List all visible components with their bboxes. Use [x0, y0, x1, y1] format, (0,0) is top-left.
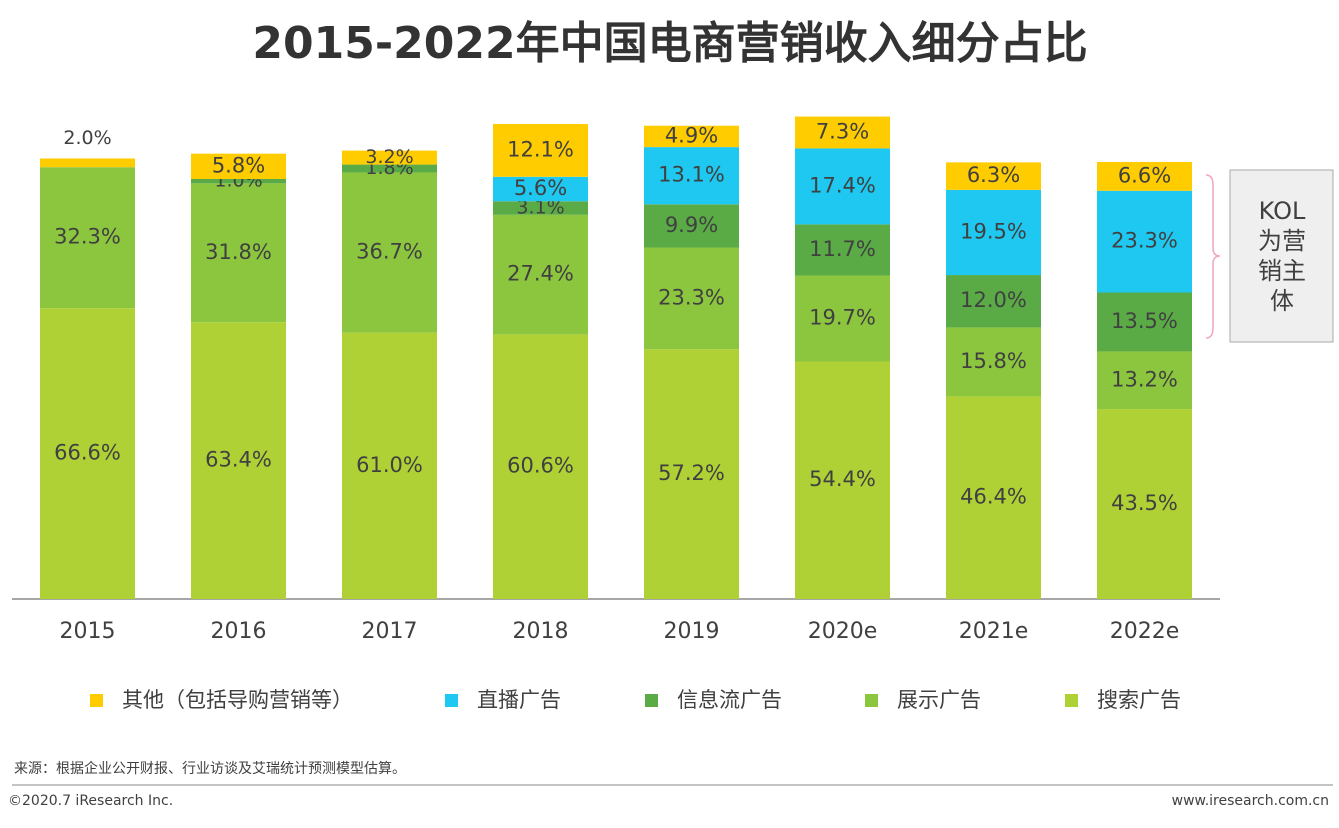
bar-segment — [342, 150, 437, 165]
bar-segment — [342, 332, 437, 599]
bar-segment — [493, 214, 588, 335]
x-tick-label: 2022e — [1110, 619, 1180, 644]
bar-segment — [946, 162, 1041, 190]
data-label: 63.4% — [205, 448, 272, 472]
data-label: 46.4% — [960, 485, 1027, 509]
bar-segment — [493, 176, 588, 202]
bar-segment — [795, 275, 890, 362]
bar-segment — [40, 158, 135, 168]
bar-segment — [644, 349, 739, 599]
legend-label: 搜索广告 — [1097, 688, 1181, 712]
source: 来源：根据企业公开财报、行业访谈及艾瑞统计预测模型估算。 — [14, 761, 406, 777]
data-label: 12.1% — [507, 137, 574, 161]
data-label: 19.5% — [960, 219, 1027, 243]
data-label: 27.4% — [507, 262, 574, 286]
annotation-box — [1229, 169, 1334, 343]
bar-segment — [493, 201, 588, 215]
bar-segment — [795, 116, 890, 149]
data-label: 66.6% — [54, 441, 121, 465]
bar-segment — [40, 308, 135, 599]
x-tick-label: 2020e — [808, 619, 878, 644]
legend-swatch — [865, 694, 878, 707]
legend-swatch — [445, 694, 458, 707]
chart-title: 2015-2022年中国电商营销收入细分占比 — [252, 18, 1087, 69]
x-tick-label: 2017 — [362, 619, 418, 644]
data-label: 43.5% — [1111, 491, 1178, 515]
data-label: 60.6% — [507, 454, 574, 478]
bar-segment — [644, 204, 739, 248]
data-label: 23.3% — [1111, 229, 1178, 253]
data-label: 7.3% — [816, 119, 869, 143]
bar-segment — [1097, 190, 1192, 293]
data-label: 31.8% — [205, 240, 272, 264]
bar-segment — [493, 334, 588, 599]
data-label: 6.3% — [967, 163, 1020, 187]
bar-segment — [493, 123, 588, 177]
data-label: 32.3% — [54, 225, 121, 249]
x-tick-label: 2019 — [664, 619, 720, 644]
copyright: ©2020.7 iResearch Inc. — [8, 793, 174, 809]
bar-segment — [191, 178, 286, 184]
bar-segment — [644, 247, 739, 350]
data-label: 4.9% — [665, 123, 718, 147]
data-label: 5.6% — [514, 176, 567, 200]
data-label: 17.4% — [809, 173, 876, 197]
bar-segment — [1097, 292, 1192, 352]
bar-segment — [644, 147, 739, 205]
legend-label: 其他（包括导购营销等） — [122, 688, 353, 712]
data-label: 9.9% — [665, 213, 718, 237]
bar-segment — [191, 322, 286, 599]
data-label: 11.7% — [809, 237, 876, 261]
bar-segment — [40, 167, 135, 309]
data-label: 19.7% — [809, 305, 876, 329]
data-label: 12.0% — [960, 288, 1027, 312]
annotation: KOL为营销主体 — [1258, 197, 1306, 315]
bracket — [1205, 174, 1221, 339]
bar-segment — [795, 224, 890, 276]
bar-segment — [946, 275, 1041, 328]
legend-label: 信息流广告 — [677, 688, 782, 712]
bar-segment — [191, 183, 286, 323]
x-tick-label: 2018 — [513, 619, 569, 644]
data-label: 54.4% — [809, 467, 876, 491]
bar-segment — [644, 125, 739, 148]
data-label: 23.3% — [658, 285, 725, 309]
x-tick-label: 2016 — [211, 619, 267, 644]
data-label: 5.8% — [212, 153, 265, 177]
data-label: 57.2% — [658, 461, 725, 485]
x-tick-label: 2015 — [60, 619, 116, 644]
bar-segment — [342, 164, 437, 173]
data-label: 3.2% — [365, 146, 413, 168]
bar-segment — [946, 396, 1041, 599]
data-label: 36.7% — [356, 240, 423, 264]
bar-segment — [946, 327, 1041, 397]
legend-label: 直播广告 — [477, 688, 561, 712]
data-label: 15.8% — [960, 349, 1027, 373]
legend-swatch — [645, 694, 658, 707]
legend-label: 展示广告 — [897, 688, 981, 712]
data-label: 2.0% — [63, 127, 111, 149]
bar-segment — [191, 153, 286, 179]
data-label: 61.0% — [356, 453, 423, 477]
bar-segment — [342, 172, 437, 333]
bar-segment — [1097, 161, 1192, 191]
bar-segment — [946, 189, 1041, 276]
x-tick-label: 2021e — [959, 619, 1029, 644]
bar-segment — [1097, 409, 1192, 599]
legend-swatch — [1065, 694, 1078, 707]
data-label: 13.1% — [658, 163, 725, 187]
bar-segment — [795, 148, 890, 225]
data-label: 6.6% — [1118, 163, 1171, 187]
data-label: 13.2% — [1111, 367, 1178, 391]
bar-segment — [1097, 351, 1192, 410]
bar-segment — [795, 361, 890, 599]
legend-swatch — [90, 694, 103, 707]
data-label: 3.1% — [516, 197, 564, 219]
url: www.iresearch.com.cn — [1171, 793, 1329, 809]
data-label: 13.5% — [1111, 309, 1178, 333]
